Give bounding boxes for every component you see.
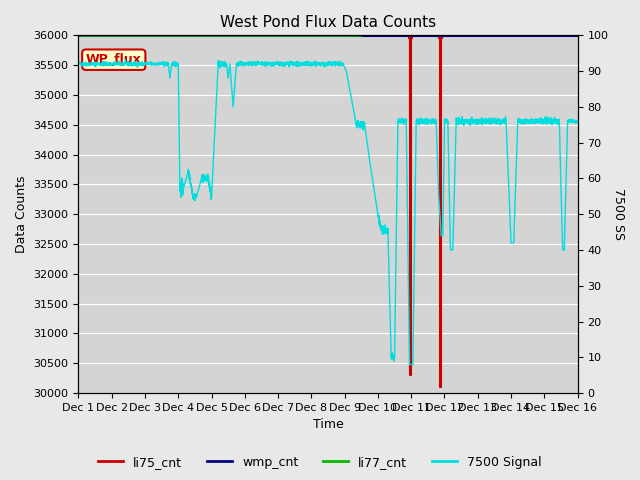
Y-axis label: Data Counts: Data Counts: [15, 176, 28, 253]
Legend: li75_cnt, wmp_cnt, li77_cnt, 7500 Signal: li75_cnt, wmp_cnt, li77_cnt, 7500 Signal: [93, 451, 547, 474]
Y-axis label: 7500 SS: 7500 SS: [612, 188, 625, 240]
Title: West Pond Flux Data Counts: West Pond Flux Data Counts: [220, 15, 436, 30]
Text: WP_flux: WP_flux: [86, 53, 141, 66]
X-axis label: Time: Time: [312, 419, 344, 432]
